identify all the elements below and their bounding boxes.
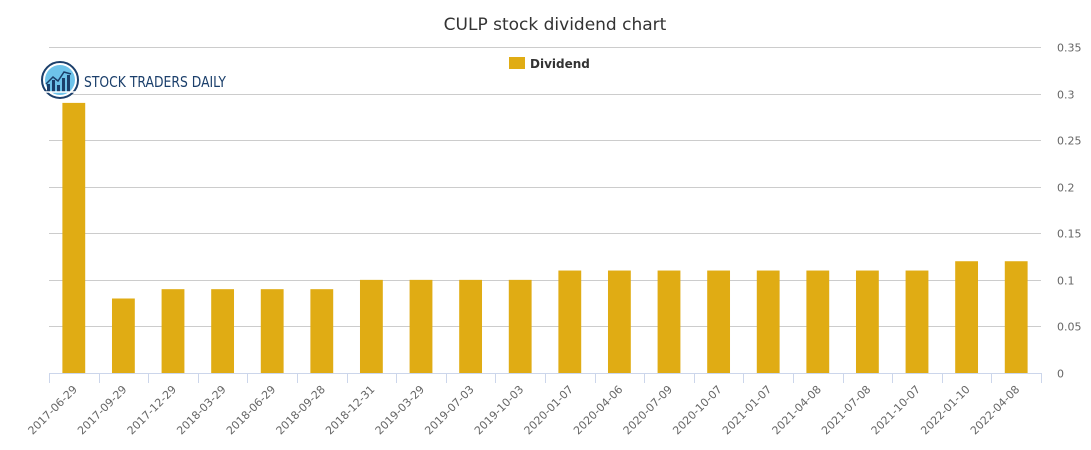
bar[interactable] xyxy=(211,289,235,373)
y-tick-label: 0.15 xyxy=(1057,228,1082,241)
bar[interactable] xyxy=(111,298,135,373)
x-tick-label: 2018-06-29 xyxy=(224,383,278,437)
bar[interactable] xyxy=(161,289,185,373)
legend-swatch xyxy=(509,57,525,69)
bar[interactable] xyxy=(459,279,483,373)
y-tick-label: 0.35 xyxy=(1057,42,1082,55)
x-tick-label: 2018-09-28 xyxy=(274,383,328,437)
x-tick-label: 2019-10-03 xyxy=(472,383,526,437)
y-axis-ticks: 0 0.05 0.1 0.15 0.2 0.25 0.3 0.35 xyxy=(1057,42,1082,381)
bar[interactable] xyxy=(310,289,334,373)
x-tick-label: 2021-07-08 xyxy=(819,383,873,437)
bars xyxy=(62,102,1028,373)
bar[interactable] xyxy=(508,279,532,373)
y-tick-label: 0.25 xyxy=(1057,135,1082,148)
x-tick-label: 2022-04-08 xyxy=(968,383,1022,437)
legend[interactable]: Dividend xyxy=(509,57,590,71)
x-tick-label: 2019-07-03 xyxy=(422,383,476,437)
y-tick-label: 0.05 xyxy=(1057,321,1082,334)
bar[interactable] xyxy=(707,270,731,373)
x-tick-label: 2020-04-06 xyxy=(571,383,625,437)
bar[interactable] xyxy=(558,270,582,373)
bar-chart-globe-icon xyxy=(41,61,79,99)
y-tick-label: 0.1 xyxy=(1057,275,1075,288)
x-tick-label: 2017-06-29 xyxy=(26,383,80,437)
x-tick-label: 2021-04-08 xyxy=(770,383,824,437)
x-tick-label: 2020-10-07 xyxy=(670,383,724,437)
chart-title: CULP stock dividend chart xyxy=(444,15,667,35)
x-tick-label: 2018-12-31 xyxy=(323,383,377,437)
bar[interactable] xyxy=(1004,261,1028,373)
legend-label: Dividend xyxy=(530,57,590,71)
bar[interactable] xyxy=(955,261,979,373)
x-tick-label: 2021-01-07 xyxy=(720,383,774,437)
x-tick-label: 2019-03-29 xyxy=(373,383,427,437)
x-tick-label: 2017-12-29 xyxy=(125,383,179,437)
x-axis: 2017-06-292017-09-292017-12-292018-03-29… xyxy=(26,373,1042,437)
y-tick-label: 0 xyxy=(1057,368,1064,381)
bar[interactable] xyxy=(855,270,879,373)
logo-text: STOCK TRADERS DAILY xyxy=(84,73,227,91)
bar[interactable] xyxy=(607,270,631,373)
x-tick-label: 2017-09-29 xyxy=(75,383,129,437)
y-tick-label: 0.3 xyxy=(1057,89,1075,102)
bar[interactable] xyxy=(359,279,383,373)
logo: STOCK TRADERS DAILY xyxy=(41,61,227,99)
x-tick-label: 2018-03-29 xyxy=(174,383,228,437)
bar[interactable] xyxy=(905,270,929,373)
y-tick-label: 0.2 xyxy=(1057,182,1075,195)
bar[interactable] xyxy=(756,270,780,373)
x-tick-label: 2020-07-09 xyxy=(621,383,675,437)
x-tick-label: 2022-01-10 xyxy=(918,383,972,437)
bar[interactable] xyxy=(409,279,433,373)
x-tick-label: 2020-01-07 xyxy=(522,383,576,437)
bar[interactable] xyxy=(62,102,86,373)
bar[interactable] xyxy=(806,270,830,373)
bar[interactable] xyxy=(657,270,681,373)
grid xyxy=(49,47,1041,327)
bar[interactable] xyxy=(260,289,284,373)
x-tick-label: 2021-10-07 xyxy=(869,383,923,437)
